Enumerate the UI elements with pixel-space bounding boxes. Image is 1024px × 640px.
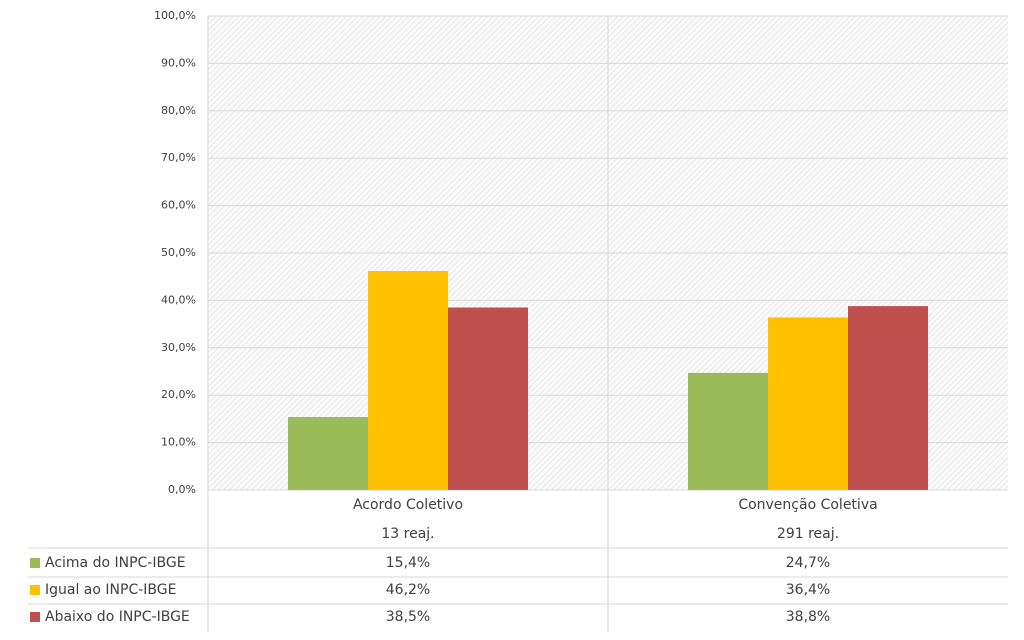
y-tick-label: 100,0% — [154, 9, 196, 22]
y-tick-label: 20,0% — [161, 388, 196, 401]
bar — [848, 306, 928, 490]
table-value: 38,8% — [786, 609, 830, 625]
table-value: 15,4% — [386, 555, 430, 571]
y-tick-label: 70,0% — [161, 151, 196, 164]
category-note: 291 reaj. — [777, 526, 839, 542]
legend-label: Abaixo do INPC-IBGE — [45, 609, 190, 625]
y-tick-label: 10,0% — [161, 436, 196, 449]
table-value: 24,7% — [786, 555, 830, 571]
bar — [288, 417, 368, 490]
x-tick-label: Convenção Coletiva — [738, 497, 877, 513]
bar — [448, 307, 528, 490]
category-note: 13 reaj. — [381, 526, 434, 542]
y-tick-label: 40,0% — [161, 293, 196, 306]
legend-swatch — [30, 612, 40, 622]
table-value: 36,4% — [786, 582, 830, 598]
legend-label: Acima do INPC-IBGE — [45, 555, 186, 571]
bar — [768, 317, 848, 490]
y-tick-label: 30,0% — [161, 341, 196, 354]
legend-swatch — [30, 558, 40, 568]
x-tick-label: Acordo Coletivo — [353, 497, 463, 513]
y-tick-label: 50,0% — [161, 246, 196, 259]
y-tick-label: 90,0% — [161, 56, 196, 69]
y-tick-label: 80,0% — [161, 104, 196, 117]
legend-label: Igual ao INPC-IBGE — [45, 582, 176, 598]
table-value: 46,2% — [386, 582, 430, 598]
y-tick-label: 0,0% — [168, 483, 196, 496]
bar — [688, 372, 768, 490]
y-tick-label: 60,0% — [161, 199, 196, 212]
table-value: 38,5% — [386, 609, 430, 625]
bar — [368, 271, 448, 490]
legend-swatch — [30, 585, 40, 595]
